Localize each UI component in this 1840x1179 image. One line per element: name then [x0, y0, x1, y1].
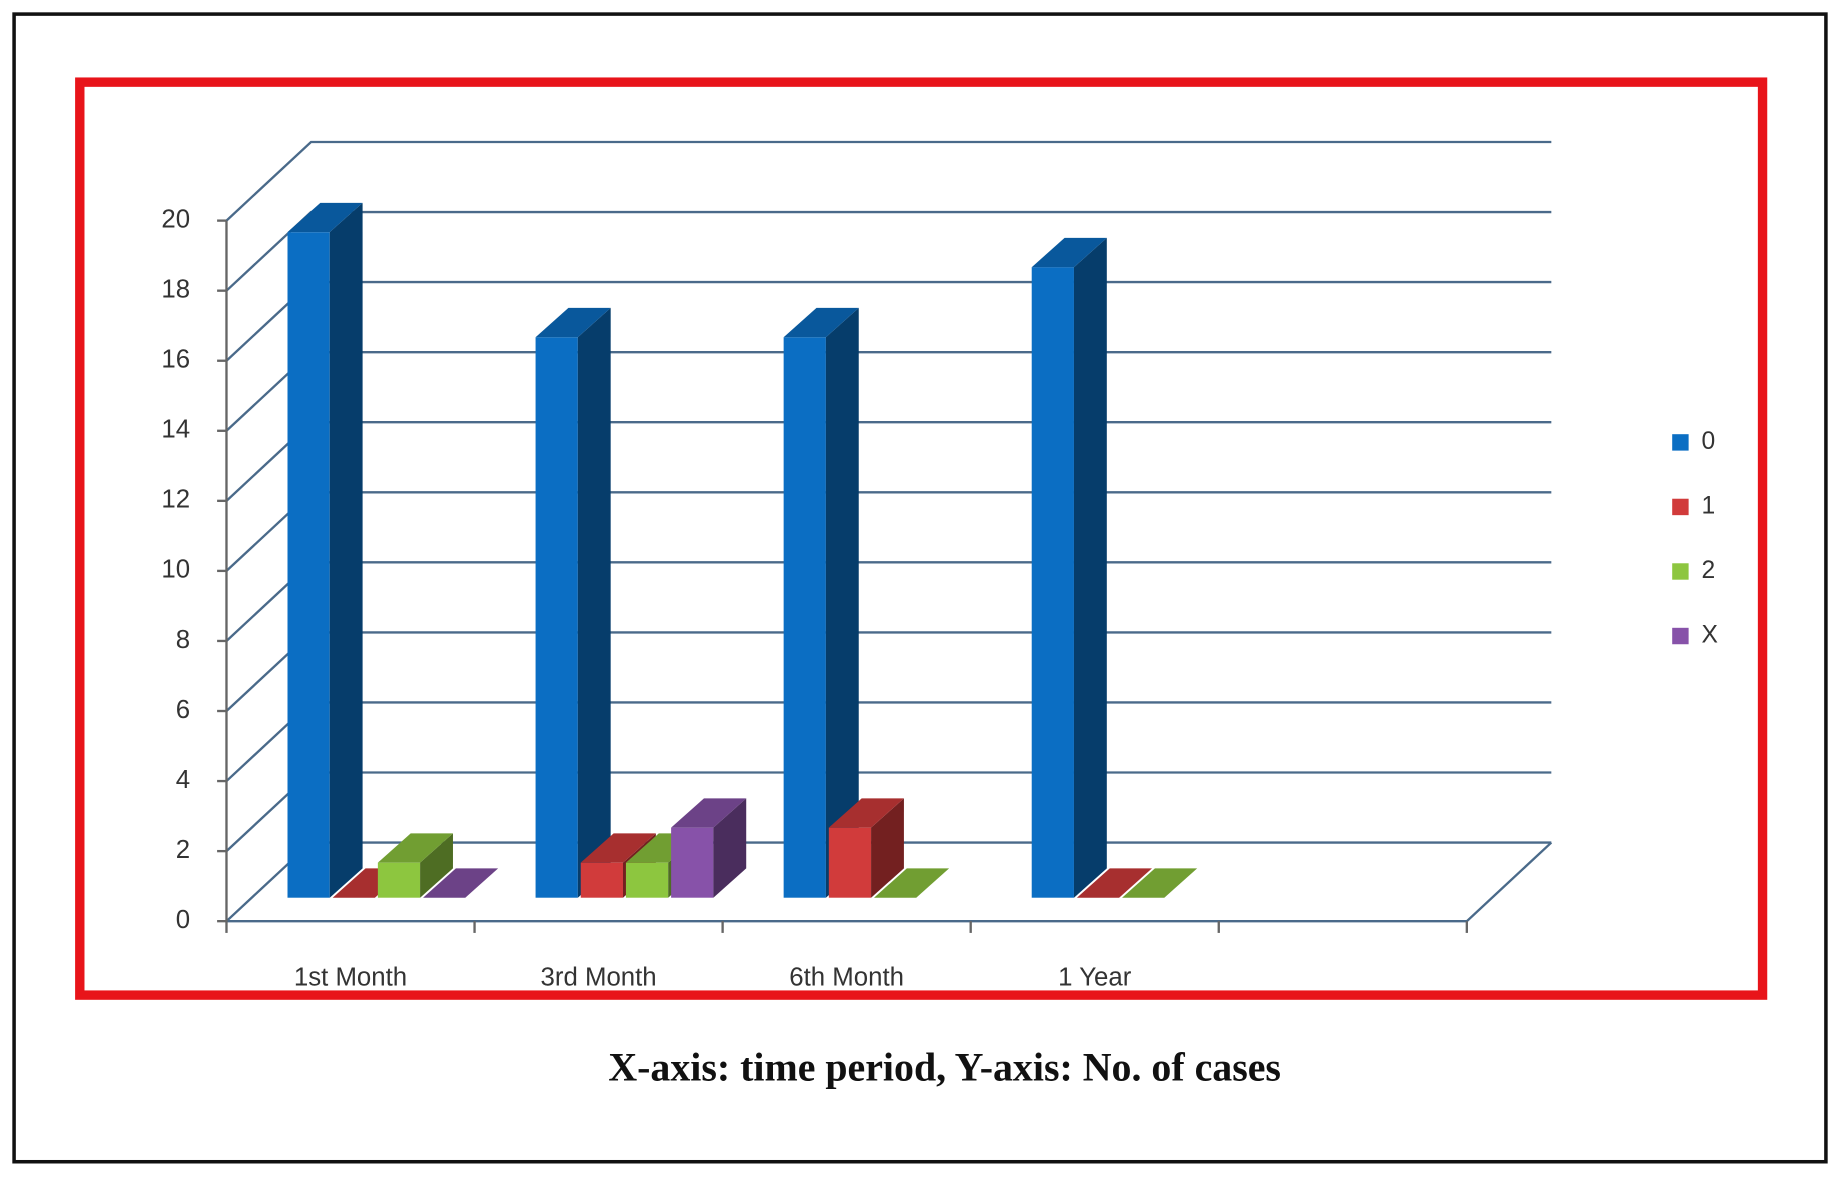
bar-front [625, 862, 669, 898]
y-tick-label: 6 [176, 696, 190, 724]
bar-front [580, 862, 623, 898]
bar-front [671, 827, 714, 898]
legend-label: 2 [1702, 557, 1716, 584]
grid-line [225, 491, 1552, 572]
highlight-frame [75, 77, 1768, 1000]
y-tick-label: 16 [161, 346, 190, 374]
grid-line [225, 140, 1552, 222]
bar-side [871, 798, 904, 898]
bar [874, 868, 950, 898]
bar-top [874, 868, 950, 898]
bar [1076, 868, 1152, 898]
y-tick-label: 4 [176, 766, 190, 794]
bar-side [420, 833, 453, 898]
y-tick-label: 14 [161, 416, 190, 444]
x-tick-label: 3rd Month [541, 963, 657, 991]
legend-swatch [1672, 627, 1689, 645]
bar [287, 202, 363, 898]
bar [535, 307, 611, 898]
y-tick-label: 8 [176, 626, 190, 654]
legend-swatch [1672, 498, 1689, 516]
bar-front [535, 337, 578, 898]
bar [1122, 868, 1198, 898]
bar-top [1076, 868, 1152, 898]
bar [377, 833, 453, 898]
bar-front [783, 337, 826, 898]
bar-side [825, 307, 859, 898]
bar [783, 307, 859, 898]
y-tick-label: 12 [161, 486, 190, 514]
x-tick-label: 1st Month [294, 963, 407, 991]
y-tick-label: 20 [161, 205, 190, 233]
bar-top [1122, 868, 1198, 898]
caption: X-axis: time period, Y-axis: No. of case… [608, 1045, 1281, 1090]
grid-line [225, 210, 1552, 292]
bar-front [1031, 267, 1074, 898]
legend-label: 1 [1702, 492, 1716, 519]
legend-label: X [1702, 622, 1718, 649]
y-tick-label: 0 [176, 906, 190, 934]
x-tick-label: 6th Month [789, 963, 904, 991]
bar-top [783, 307, 859, 338]
y-tick-label: 10 [161, 556, 190, 584]
bar-front [377, 862, 421, 898]
grid-line [225, 350, 1552, 432]
bar-side [713, 798, 747, 898]
y-tick-label: 18 [161, 275, 190, 303]
legend-swatch [1672, 563, 1689, 580]
legend-label: 0 [1702, 428, 1716, 455]
legend-swatch [1672, 434, 1689, 451]
grid-line [225, 561, 1552, 642]
bar-top [535, 307, 611, 338]
bar-side [577, 307, 611, 898]
bar-top [287, 202, 363, 233]
bar-top [423, 868, 499, 898]
grid-line [225, 631, 1552, 712]
bar-top [1031, 237, 1107, 268]
bar-front [828, 827, 872, 898]
bar-top [580, 833, 656, 863]
bar-top [828, 798, 904, 828]
bar [671, 798, 747, 898]
bar-top [671, 798, 747, 828]
y-tick-label: 2 [176, 836, 190, 864]
grid-line [225, 421, 1552, 502]
grid-line [225, 280, 1552, 362]
outer-frame [12, 12, 1828, 1164]
x-tick-label: 1 Year [1058, 963, 1132, 991]
bar-side [329, 202, 363, 898]
bar-top [377, 833, 453, 863]
bar [423, 868, 499, 898]
bar-front [287, 232, 330, 898]
grid-line [225, 701, 1552, 782]
bar [1031, 237, 1107, 898]
bar [828, 798, 904, 898]
bar-side [1073, 237, 1107, 898]
